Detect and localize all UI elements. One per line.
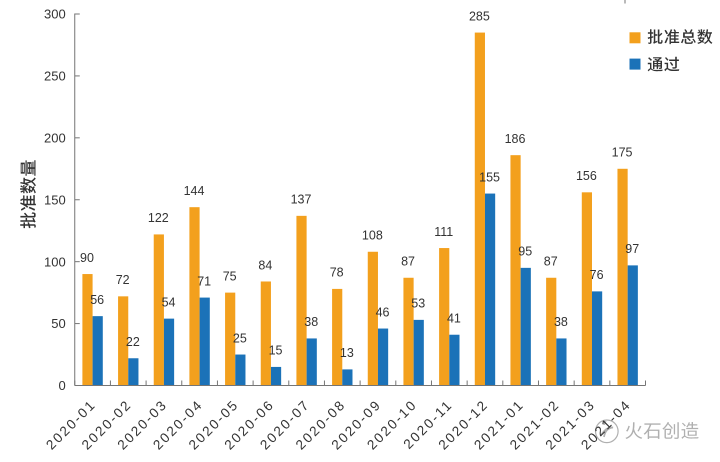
svg-text:250: 250 bbox=[44, 69, 66, 84]
svg-text:53: 53 bbox=[411, 297, 425, 311]
svg-text:122: 122 bbox=[148, 211, 169, 225]
svg-text:72: 72 bbox=[116, 273, 130, 287]
svg-text:156: 156 bbox=[576, 169, 597, 183]
svg-text:25: 25 bbox=[233, 331, 247, 345]
svg-text:150: 150 bbox=[44, 192, 66, 207]
svg-text:75: 75 bbox=[223, 269, 237, 283]
svg-text:87: 87 bbox=[401, 255, 415, 269]
svg-text:300: 300 bbox=[44, 7, 66, 22]
svg-text:71: 71 bbox=[197, 274, 211, 288]
svg-text:56: 56 bbox=[90, 293, 104, 307]
svg-text:50: 50 bbox=[51, 316, 65, 331]
svg-text:87: 87 bbox=[544, 255, 558, 269]
svg-text:76: 76 bbox=[590, 268, 604, 282]
svg-text:285: 285 bbox=[469, 9, 490, 23]
svg-text:137: 137 bbox=[291, 193, 312, 207]
svg-text:38: 38 bbox=[304, 315, 318, 329]
svg-text:100: 100 bbox=[44, 254, 66, 269]
svg-text:15: 15 bbox=[269, 344, 283, 358]
svg-text:144: 144 bbox=[184, 184, 205, 198]
svg-text:200: 200 bbox=[44, 130, 66, 145]
svg-text:46: 46 bbox=[376, 305, 390, 319]
svg-text:84: 84 bbox=[258, 258, 272, 272]
svg-text:186: 186 bbox=[505, 132, 526, 146]
svg-text:0: 0 bbox=[59, 378, 66, 393]
svg-text:22: 22 bbox=[126, 335, 140, 349]
svg-text:111: 111 bbox=[434, 225, 453, 239]
svg-text:97: 97 bbox=[625, 242, 639, 256]
svg-text:175: 175 bbox=[612, 146, 633, 160]
svg-text:38: 38 bbox=[554, 315, 568, 329]
svg-text:95: 95 bbox=[518, 245, 532, 259]
svg-text:54: 54 bbox=[162, 295, 176, 309]
svg-text:13: 13 bbox=[340, 346, 354, 360]
svg-text:155: 155 bbox=[479, 170, 500, 184]
svg-text:41: 41 bbox=[447, 312, 461, 326]
svg-text:108: 108 bbox=[362, 229, 383, 243]
svg-text:78: 78 bbox=[330, 266, 344, 280]
svg-text:90: 90 bbox=[80, 251, 94, 265]
